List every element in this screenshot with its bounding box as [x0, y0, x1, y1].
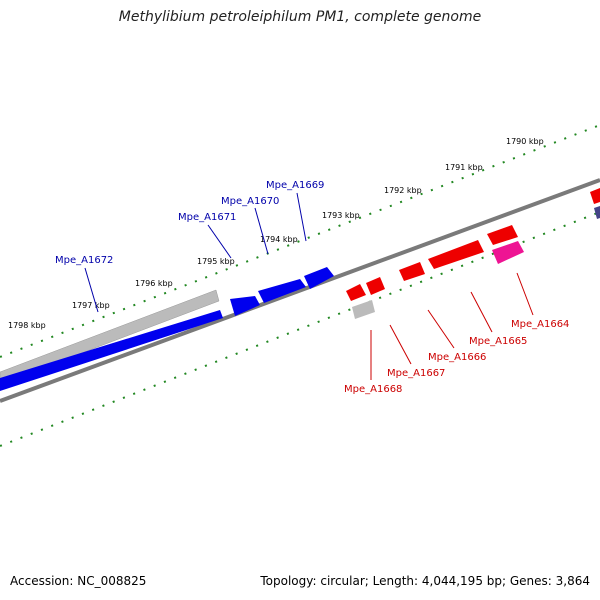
gene-label-leaders — [84, 192, 534, 380]
edge-gray-feature — [594, 206, 600, 219]
reverse-strand-features — [346, 188, 600, 319]
gene-label[interactable]: Mpe_A1667 — [387, 368, 445, 379]
leader-line — [207, 224, 232, 259]
scale-label: 1796 kbp — [135, 279, 173, 288]
gene-labels: Mpe_A1672 Mpe_A1671 Mpe_A1670 Mpe_A1669 … — [55, 180, 569, 395]
scale-labels: 1798 kbp 1797 kbp 1796 kbp 1795 kbp 1794… — [8, 137, 544, 330]
gene-mpe-a1669-arrow — [304, 267, 334, 289]
forward-strand-features — [0, 267, 334, 391]
gene-mpe-a1667-arrow — [366, 277, 385, 295]
edge-gene-arrow — [590, 188, 600, 204]
scale-label: 1798 kbp — [8, 321, 46, 330]
leader-line — [84, 267, 99, 313]
leader-line — [254, 207, 269, 255]
leader-line — [516, 272, 534, 316]
genome-summary-text: Topology: circular; Length: 4,044,195 bp… — [260, 574, 590, 588]
scale-label: 1791 kbp — [445, 163, 483, 172]
map-title: Methylibium petroleiphilum PM1, complete… — [118, 9, 482, 25]
leader-line — [427, 309, 455, 349]
scale-label: 1794 kbp — [260, 235, 298, 244]
scale-label: 1795 kbp — [197, 257, 235, 266]
gene-mpe-a1668-arrow — [346, 284, 366, 301]
gene-label[interactable]: Mpe_A1669 — [266, 180, 324, 191]
backbone-track — [0, 178, 600, 403]
gene-label[interactable]: Mpe_A1664 — [511, 319, 569, 330]
gene-mpe-a1671-arrow — [230, 296, 260, 316]
accession-text: Accession: NC_008825 — [10, 574, 147, 588]
scale-label: 1790 kbp — [506, 137, 544, 146]
gene-label[interactable]: Mpe_A1666 — [428, 352, 486, 363]
gene-mpe-a1665-arrow — [428, 240, 484, 269]
gene-label[interactable]: Mpe_A1672 — [55, 255, 113, 266]
gene-label[interactable]: Mpe_A1665 — [469, 336, 527, 347]
leader-line — [296, 192, 307, 242]
leader-line — [389, 324, 412, 365]
gene-mpe-a1666-arrow — [399, 262, 425, 281]
gene-label[interactable]: Mpe_A1670 — [221, 196, 279, 207]
gene-mpe-a1672-arrow — [0, 310, 223, 391]
gene-label[interactable]: Mpe_A1668 — [344, 384, 402, 395]
gene-mpe-a1670-arrow — [258, 279, 306, 303]
gene-label[interactable]: Mpe_A1671 — [178, 212, 236, 223]
gene-mpe-a1664-arrow — [487, 225, 518, 245]
scale-label: 1793 kbp — [322, 211, 360, 220]
gray-feature-reverse — [352, 300, 375, 319]
scale-label: 1792 kbp — [384, 186, 422, 195]
scale-label: 1797 kbp — [72, 301, 110, 310]
leader-line — [470, 291, 493, 333]
highlighted-gene-arrow — [492, 241, 524, 264]
gray-feature-forward — [0, 289, 220, 385]
outer-tick-track — [0, 124, 600, 358]
